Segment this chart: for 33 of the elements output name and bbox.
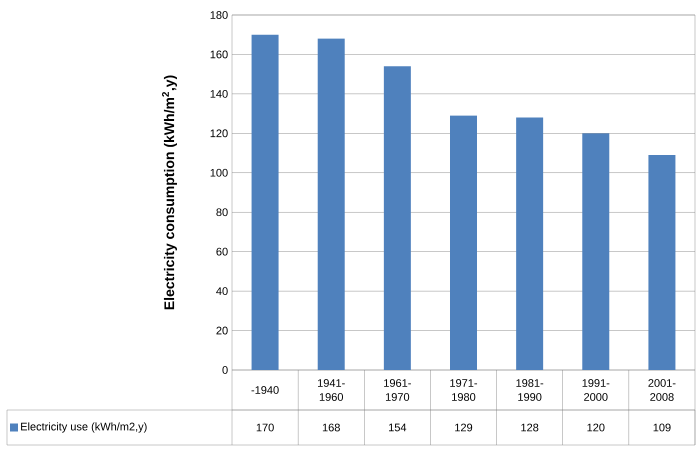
bar [252, 34, 279, 370]
bar [516, 118, 544, 370]
bar [648, 155, 676, 370]
data-label: 129 [455, 424, 472, 432]
y-tick-label: 60 [216, 248, 228, 256]
bar [384, 66, 411, 370]
data-label: 154 [389, 424, 406, 432]
data-label: 128 [521, 424, 538, 432]
y-tick-label: 40 [216, 287, 228, 296]
y-tick-label: 140 [210, 90, 228, 98]
y-tick-label: 180 [210, 11, 228, 19]
x-tick-label: 2001-2008 [648, 379, 676, 401]
x-tick-label: 1971-1980 [450, 379, 478, 401]
x-tick-label: 1961-1970 [384, 379, 411, 401]
data-label: 109 [654, 424, 671, 432]
x-tick-label: 1981-1990 [516, 379, 544, 401]
x-tick-label: 1941-1960 [318, 379, 345, 401]
x-tick-label: 1991-2000 [582, 379, 610, 401]
y-axis-title: Electricity consumption (kWh/m$^{2}$,y) [162, 75, 177, 310]
bar [450, 116, 477, 370]
bar [582, 133, 610, 370]
data-label: 168 [322, 424, 340, 432]
y-tick-label: 80 [216, 208, 228, 216]
bar [318, 38, 345, 370]
y-tick-label: 0 [222, 366, 228, 374]
y-tick-label: 20 [216, 326, 228, 334]
data-label: 170 [256, 424, 274, 432]
y-tick-label: 120 [210, 129, 228, 138]
x-tick-label: -1940 [251, 386, 279, 394]
y-tick-label: 160 [210, 50, 228, 58]
y-tick-label: 100 [210, 168, 228, 177]
data-label: 120 [587, 424, 605, 432]
legend-label: Electricity use (kWh/m2,y) [21, 422, 147, 433]
